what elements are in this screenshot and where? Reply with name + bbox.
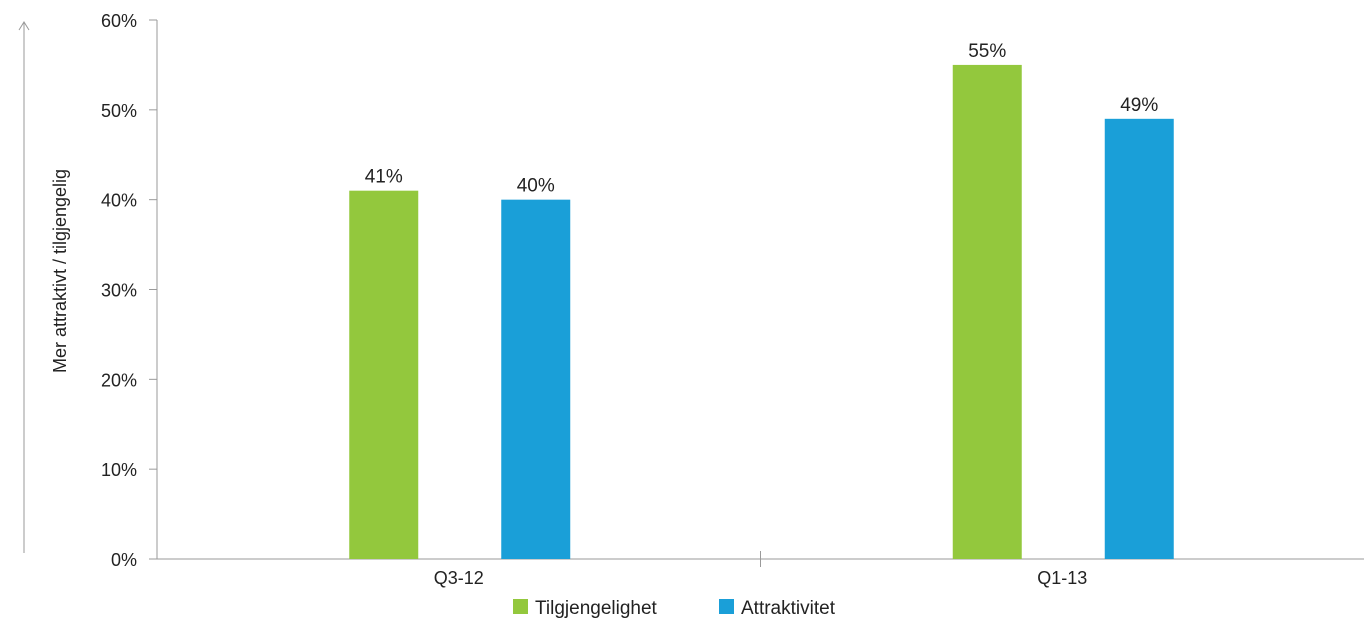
y-axis-title: Mer attraktivt / tilgjengelig (50, 169, 70, 373)
legend-label: Tilgjengelighet (535, 598, 658, 619)
bar-tilgjengelighet-q1-13 (952, 64, 1022, 560)
y-axis-title-arrowhead (18, 21, 30, 31)
x-category-label: Q3-12 (434, 568, 484, 588)
legend-swatch-tilgjengelighet (513, 599, 528, 614)
data-label: 41% (365, 167, 403, 188)
legend-swatch-attraktivitet (719, 599, 734, 614)
bar-tilgjengelighet-q3-12 (349, 190, 419, 559)
y-tick-label: 20% (101, 370, 137, 390)
data-label: 49% (1120, 95, 1158, 116)
y-tick-label: 10% (101, 460, 137, 480)
bar-attraktivitet-q3-12 (501, 199, 571, 559)
x-category-label: Q1-13 (1037, 568, 1087, 588)
y-tick-label: 50% (101, 101, 137, 121)
y-tick-label: 30% (101, 281, 137, 301)
data-label: 55% (968, 41, 1006, 62)
data-label: 40% (517, 176, 555, 197)
y-tick-label: 40% (101, 191, 137, 211)
y-tick-label: 60% (101, 11, 137, 31)
bar-attraktivitet-q1-13 (1104, 118, 1174, 560)
legend-label: Attraktivitet (741, 598, 836, 619)
y-tick-label: 0% (111, 550, 137, 570)
